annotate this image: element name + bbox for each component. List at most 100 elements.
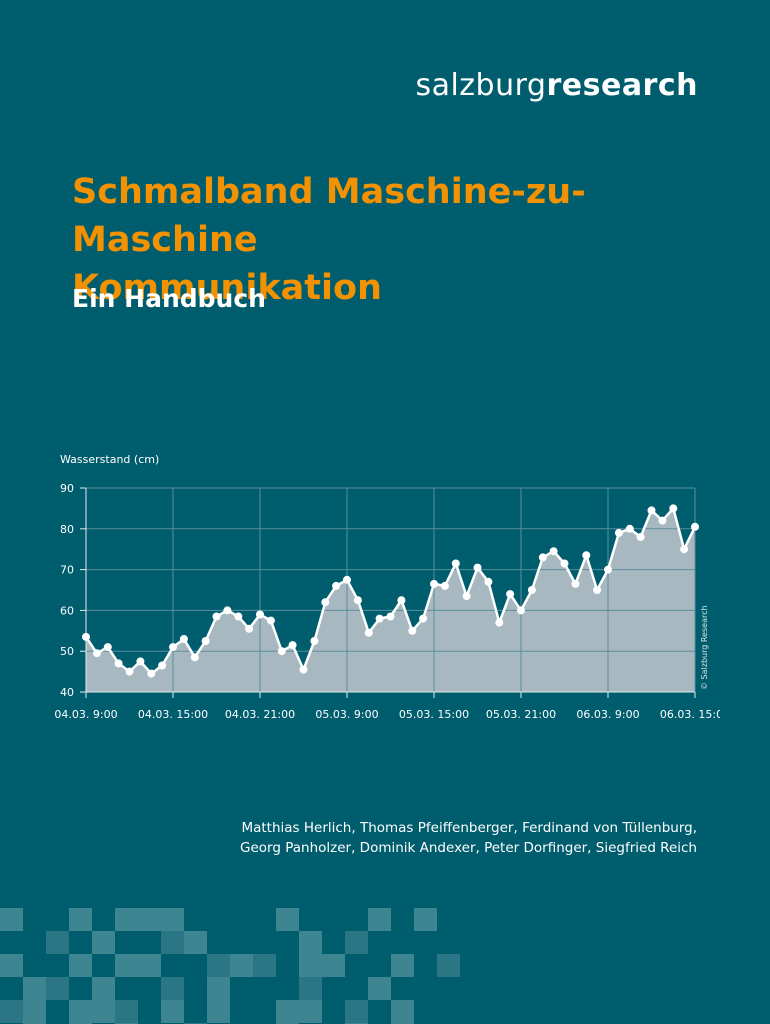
y-tick-label: 40 (60, 686, 74, 699)
y-tick-label: 70 (60, 564, 74, 577)
author-list: Matthias Herlich, Thomas Pfeiffenberger,… (97, 818, 697, 858)
x-tick-label: 05.03. 21:00 (486, 708, 556, 721)
pixel-block (69, 1000, 92, 1023)
data-point (288, 641, 297, 650)
data-point (582, 551, 591, 560)
data-point (680, 545, 689, 554)
x-tick-label: 04.03. 21:00 (225, 708, 295, 721)
data-point (125, 667, 134, 676)
pixel-block (46, 931, 69, 954)
data-point (299, 665, 308, 674)
pixel-block (161, 977, 184, 1000)
pixel-block (161, 931, 184, 954)
pixel-block (0, 908, 23, 931)
x-tick-label: 06.03. 9:00 (576, 708, 639, 721)
pixel-block (69, 954, 92, 977)
x-tick-label: 04.03. 9:00 (54, 708, 117, 721)
logo-bold-text: research (546, 68, 698, 103)
data-point (669, 504, 678, 513)
pixel-block (138, 908, 161, 931)
data-point (266, 616, 275, 625)
data-point (440, 581, 449, 590)
data-point (462, 592, 471, 601)
pixel-block (437, 954, 460, 977)
pixel-block (92, 931, 115, 954)
data-point (364, 628, 373, 637)
data-point (190, 653, 199, 662)
y-tick-label: 90 (60, 482, 74, 495)
pixel-block (276, 1000, 299, 1023)
pixel-block (69, 908, 92, 931)
data-point (169, 643, 177, 652)
title-line-2: Kommunikation (72, 268, 382, 308)
data-point (419, 614, 428, 623)
data-point (658, 516, 667, 525)
document-title: Schmalband Maschine-zu-Maschine Kommunik… (72, 168, 712, 312)
data-point (310, 637, 319, 645)
x-tick-label: 06.03. 15:00 (660, 708, 720, 721)
chart-y-axis-label: Wasserstand (cm) (60, 453, 160, 466)
pixel-block (345, 931, 368, 954)
title-line-1: Schmalband Maschine-zu-Maschine (72, 172, 586, 260)
data-point (82, 632, 90, 641)
pixel-block (92, 977, 115, 1000)
data-point (277, 647, 286, 656)
data-point (353, 596, 362, 605)
area-fill (86, 508, 695, 692)
water-level-chart: 40 50 60 70 80 90 04.03. 9:00 04.03. 15:00 04.03… (54, 482, 720, 721)
data-point (114, 659, 123, 668)
pixel-block (23, 977, 46, 1000)
data-point (625, 524, 634, 533)
data-point (179, 635, 188, 643)
y-tick-label: 80 (60, 523, 74, 536)
data-point (212, 612, 221, 621)
pixel-block (414, 908, 437, 931)
data-point (245, 624, 254, 633)
pixel-block (115, 908, 138, 931)
x-tick-label: 05.03. 9:00 (315, 708, 378, 721)
data-point (473, 563, 482, 572)
data-point (103, 643, 112, 652)
y-tick-label: 60 (60, 604, 74, 617)
pixel-block (207, 1000, 230, 1023)
data-point (223, 606, 232, 615)
y-tick-label: 50 (60, 645, 74, 658)
data-point (484, 577, 493, 586)
pixel-block (161, 1000, 184, 1023)
authors-line-2: Georg Panholzer, Dominik Andexer, Peter … (240, 840, 697, 856)
pixel-block (46, 977, 69, 1000)
pixel-block (115, 954, 138, 977)
data-point (158, 661, 167, 670)
pixel-block (115, 1000, 138, 1023)
data-point (408, 626, 417, 635)
data-point (147, 669, 156, 678)
decorative-pixel-pattern (0, 908, 460, 1024)
data-point (538, 553, 547, 562)
document-subtitle: Ein Handbuch (72, 284, 266, 313)
x-tick-label: 05.03. 15:00 (399, 708, 469, 721)
pixel-block (391, 954, 414, 977)
data-point (527, 586, 536, 594)
data-point (604, 565, 612, 574)
pixel-block (0, 1000, 23, 1023)
pixel-block (207, 954, 230, 977)
pixel-block (23, 1000, 46, 1023)
pixel-block (138, 954, 161, 977)
data-point (571, 579, 580, 588)
pixel-block (253, 954, 276, 977)
logo-light-text: salzburg (415, 68, 547, 103)
pixel-block (207, 977, 230, 1000)
data-point (451, 559, 460, 568)
pixel-block (299, 954, 322, 977)
pixel-block (184, 931, 207, 954)
data-point (343, 575, 351, 584)
pixel-block (230, 954, 253, 977)
salzburg-research-logo: salzburgresearch (415, 68, 698, 103)
pixel-block (92, 1000, 115, 1023)
data-point (636, 533, 645, 541)
data-point (549, 547, 558, 556)
data-point (201, 637, 210, 645)
data-point (506, 590, 515, 599)
data-point (256, 610, 264, 619)
data-point (430, 579, 438, 588)
